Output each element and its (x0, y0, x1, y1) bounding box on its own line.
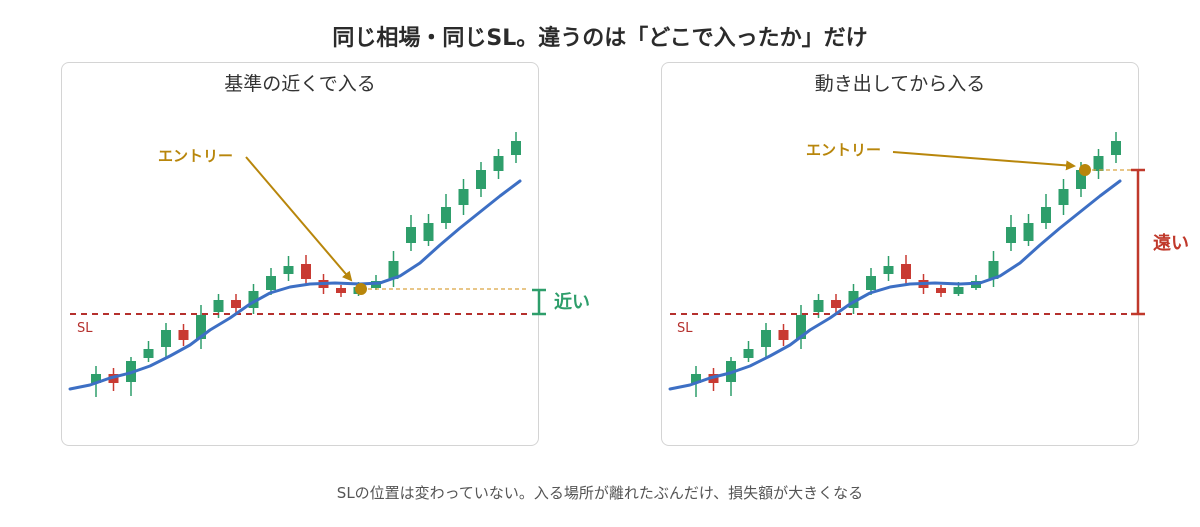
entry-point-left (355, 283, 367, 295)
candle-bull (458, 189, 469, 205)
candle-bull (1076, 170, 1086, 189)
candle-bull (266, 276, 276, 290)
candle-bull (1006, 227, 1016, 243)
candle-bull (493, 156, 504, 171)
candle-bull (796, 315, 806, 339)
distance-bracket-left (532, 288, 546, 316)
candle-bull (1023, 223, 1034, 241)
candle-bull (441, 207, 451, 223)
candle-bull (848, 291, 859, 308)
candle-bull (143, 349, 154, 358)
candle-bull (1041, 207, 1051, 223)
candle-bull (388, 261, 399, 279)
entry-label-right: エントリー (806, 141, 881, 159)
entry-arrow-left (245, 156, 353, 282)
distance-label-far: 遠い (1153, 233, 1189, 254)
candle-bull (161, 330, 171, 347)
candle-bull (761, 330, 771, 347)
candle-bear (831, 300, 841, 308)
entry-arrow-right (892, 151, 1076, 171)
panel-title-right: 動き出してから入る (814, 73, 986, 95)
sl-label-left: SL (77, 321, 93, 336)
candle-bear (778, 330, 789, 340)
candle-bull (213, 300, 224, 312)
entry-point-right (1079, 164, 1091, 176)
candle-bull (283, 266, 294, 274)
candle-bear (901, 264, 911, 279)
panel-title-left: 基準の近くで入る (224, 73, 376, 95)
candle-bear (936, 288, 946, 293)
candle-bull (476, 170, 486, 189)
candle-bear (178, 330, 189, 340)
ma-line-left (68, 179, 522, 391)
candle-bull (196, 315, 206, 339)
left-chart: SL エントリー 近い (68, 132, 590, 397)
candle-bull (423, 223, 434, 241)
ma-line-right (668, 179, 1122, 391)
distance-bracket-right (1131, 168, 1145, 316)
candle-bear (301, 264, 311, 279)
right-chart: SL エントリー 遠い (668, 132, 1189, 397)
candle-bear (231, 300, 241, 308)
candle-bull (248, 291, 259, 308)
candle-bull (406, 227, 416, 243)
entry-label-left: エントリー (158, 147, 233, 165)
panel-enter-near-baseline: 基準の近くで入る (61, 62, 539, 446)
sl-label-right: SL (677, 321, 693, 336)
chart-title: 同じ相場・同じSL。違うのは「どこで入ったか」だけ (332, 26, 868, 51)
caption: SLの位置は変わっていない。入る場所が離れたぶんだけ、損失額が大きくなる (336, 484, 864, 502)
candle-bull (953, 287, 964, 294)
candle-bull (91, 374, 101, 383)
candle-bull (743, 349, 754, 358)
candle-bull (883, 266, 894, 274)
candle-bull (866, 276, 876, 290)
candle-bull (1093, 156, 1104, 171)
candle-bull (988, 261, 999, 279)
candle-bull (691, 374, 701, 383)
candle-bull (511, 141, 521, 155)
candle-bull (1111, 141, 1121, 155)
candle-bear (336, 288, 346, 293)
candle-bull (1058, 189, 1069, 205)
candle-bull (813, 300, 824, 312)
distance-label-near: 近い (554, 291, 590, 313)
